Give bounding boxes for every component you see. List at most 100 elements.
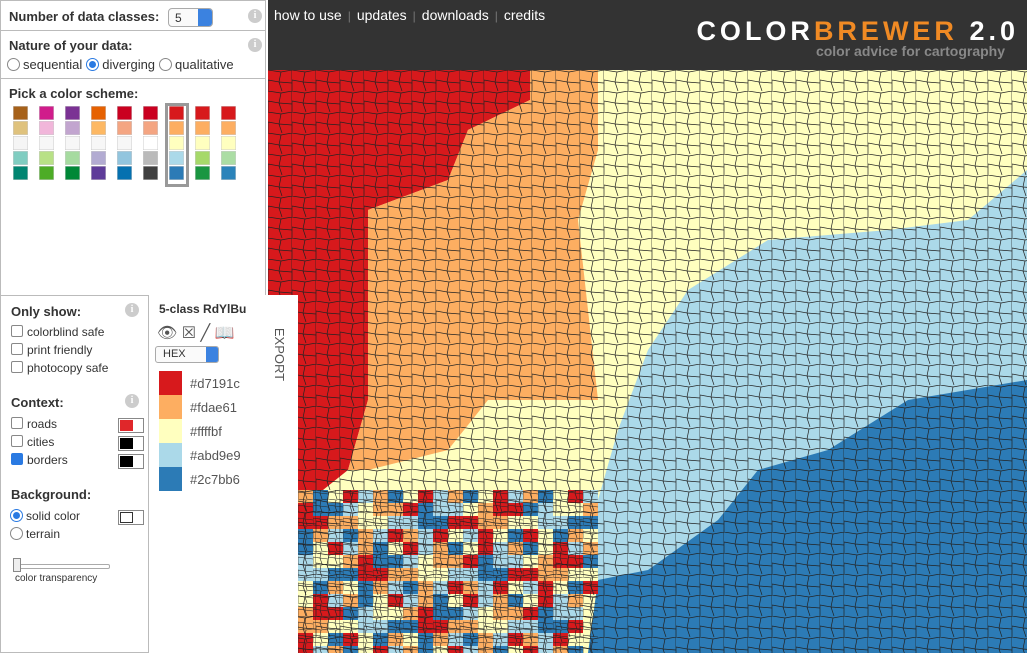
checkbox[interactable]	[11, 417, 23, 429]
color-picker[interactable]	[118, 418, 144, 433]
nav-link[interactable]: downloads	[421, 7, 489, 23]
scheme-swatch[interactable]	[65, 106, 80, 120]
scheme-swatch[interactable]	[13, 121, 28, 135]
scheme-swatch[interactable]	[221, 121, 236, 135]
color-picker[interactable]	[118, 436, 144, 451]
brand-color: COLOR	[696, 16, 814, 46]
scheme-swatch[interactable]	[39, 121, 54, 135]
scheme-swatch[interactable]	[169, 136, 184, 150]
scheme-swatch[interactable]	[91, 136, 106, 150]
scheme-swatch[interactable]	[195, 151, 210, 165]
scheme-swatch[interactable]	[65, 121, 80, 135]
class-select[interactable]: 5	[168, 8, 213, 27]
scheme-swatch[interactable]	[39, 151, 54, 165]
color-code[interactable]: #d7191c	[190, 376, 240, 391]
export-tab[interactable]: EXPORT	[269, 323, 297, 395]
radio[interactable]	[86, 58, 100, 71]
info-icon[interactable]: i	[248, 9, 262, 23]
checkbox-row[interactable]: roads	[11, 417, 57, 431]
scheme-swatch[interactable]	[13, 136, 28, 150]
scheme-swatch[interactable]	[195, 166, 210, 180]
scheme-swatch[interactable]	[91, 166, 106, 180]
color-picker[interactable]	[118, 510, 144, 525]
radio-row[interactable]: terrain	[10, 527, 60, 541]
scheme-swatch[interactable]	[117, 136, 132, 150]
color-code[interactable]: #abd9e9	[190, 448, 241, 463]
scheme-swatch[interactable]	[169, 166, 184, 180]
scheme-swatch[interactable]	[195, 106, 210, 120]
scheme-swatch[interactable]	[65, 166, 80, 180]
scheme-swatch[interactable]	[143, 106, 158, 120]
checkbox[interactable]	[11, 343, 23, 355]
tool-icons[interactable]: 👁 ☒ ╱ 📖	[157, 325, 235, 342]
info-icon[interactable]: i	[248, 38, 262, 52]
checkbox[interactable]	[11, 435, 23, 447]
scheme-swatch[interactable]	[117, 151, 132, 165]
scheme-swatch[interactable]	[221, 106, 236, 120]
checkbox-row[interactable]: cities	[11, 435, 54, 449]
scheme-swatch[interactable]	[169, 121, 184, 135]
checkbox-row[interactable]: borders	[11, 453, 68, 467]
scheme-swatch[interactable]	[13, 106, 28, 120]
scheme-swatch[interactable]	[91, 151, 106, 165]
scheme-swatch[interactable]	[13, 166, 28, 180]
palette-swatch	[159, 443, 182, 467]
scheme-swatch[interactable]	[143, 121, 158, 135]
info-icon[interactable]: i	[125, 303, 139, 317]
info-icon[interactable]: i	[125, 394, 139, 408]
scheme-swatch[interactable]	[169, 151, 184, 165]
nature-option[interactable]: qualitative	[159, 57, 234, 72]
scheme-swatch[interactable]	[143, 136, 158, 150]
brand-version: 2.0	[969, 16, 1019, 46]
checkbox-row[interactable]: photocopy safe	[11, 361, 108, 375]
map[interactable]	[268, 70, 1027, 653]
nature-option[interactable]: diverging	[86, 57, 155, 72]
nature-option[interactable]: sequential	[7, 57, 82, 72]
scheme-swatch[interactable]	[65, 136, 80, 150]
slider-handle[interactable]	[13, 558, 21, 572]
radio[interactable]	[10, 509, 23, 522]
nav-link[interactable]: credits	[503, 7, 546, 23]
nav-link[interactable]: updates	[356, 7, 407, 23]
color-code[interactable]: #2c7bb6	[190, 472, 240, 487]
scheme-swatch[interactable]	[221, 151, 236, 165]
scheme-swatch[interactable]	[117, 121, 132, 135]
transparency-slider[interactable]	[13, 564, 110, 569]
scheme-swatch[interactable]	[195, 136, 210, 150]
color-code[interactable]: #fdae61	[190, 400, 237, 415]
palette-swatch	[159, 371, 182, 395]
palette-panel: 5-class RdYlBu 👁 ☒ ╱ 📖 HEX EXPORT #d7191…	[148, 295, 298, 653]
checkbox[interactable]	[11, 325, 23, 337]
scheme-swatch[interactable]	[221, 136, 236, 150]
checkbox[interactable]	[11, 361, 23, 373]
nav-link[interactable]: how to use	[274, 7, 342, 23]
scheme-swatch[interactable]	[13, 151, 28, 165]
scheme-swatch[interactable]	[117, 166, 132, 180]
classes-section: Number of data classes: 5 i	[0, 0, 266, 31]
scheme-swatch[interactable]	[39, 106, 54, 120]
scheme-swatch[interactable]	[91, 106, 106, 120]
scheme-swatch[interactable]	[169, 106, 184, 120]
scheme-swatch[interactable]	[117, 106, 132, 120]
format-select[interactable]: HEX	[155, 346, 219, 363]
scheme-swatch[interactable]	[195, 121, 210, 135]
checkbox[interactable]	[11, 453, 23, 465]
scheme-swatch[interactable]	[221, 166, 236, 180]
label: Number of data classes:	[9, 9, 160, 24]
color-picker[interactable]	[118, 454, 144, 469]
checkbox-row[interactable]: print friendly	[11, 343, 92, 357]
scheme-swatch[interactable]	[143, 151, 158, 165]
radio-row[interactable]: solid color	[10, 509, 80, 523]
scheme-swatch[interactable]	[65, 151, 80, 165]
scheme-swatch[interactable]	[39, 166, 54, 180]
scheme-swatch[interactable]	[143, 166, 158, 180]
radio[interactable]	[10, 527, 23, 540]
color-code[interactable]: #ffffbf	[190, 424, 222, 439]
checkbox-row[interactable]: colorblind safe	[11, 325, 104, 339]
nature-section: Nature of your data: i sequential divergi…	[0, 30, 266, 79]
scheme-swatch[interactable]	[91, 121, 106, 135]
radio[interactable]	[7, 58, 20, 71]
radio[interactable]	[159, 58, 173, 71]
scheme-swatch[interactable]	[39, 136, 54, 150]
